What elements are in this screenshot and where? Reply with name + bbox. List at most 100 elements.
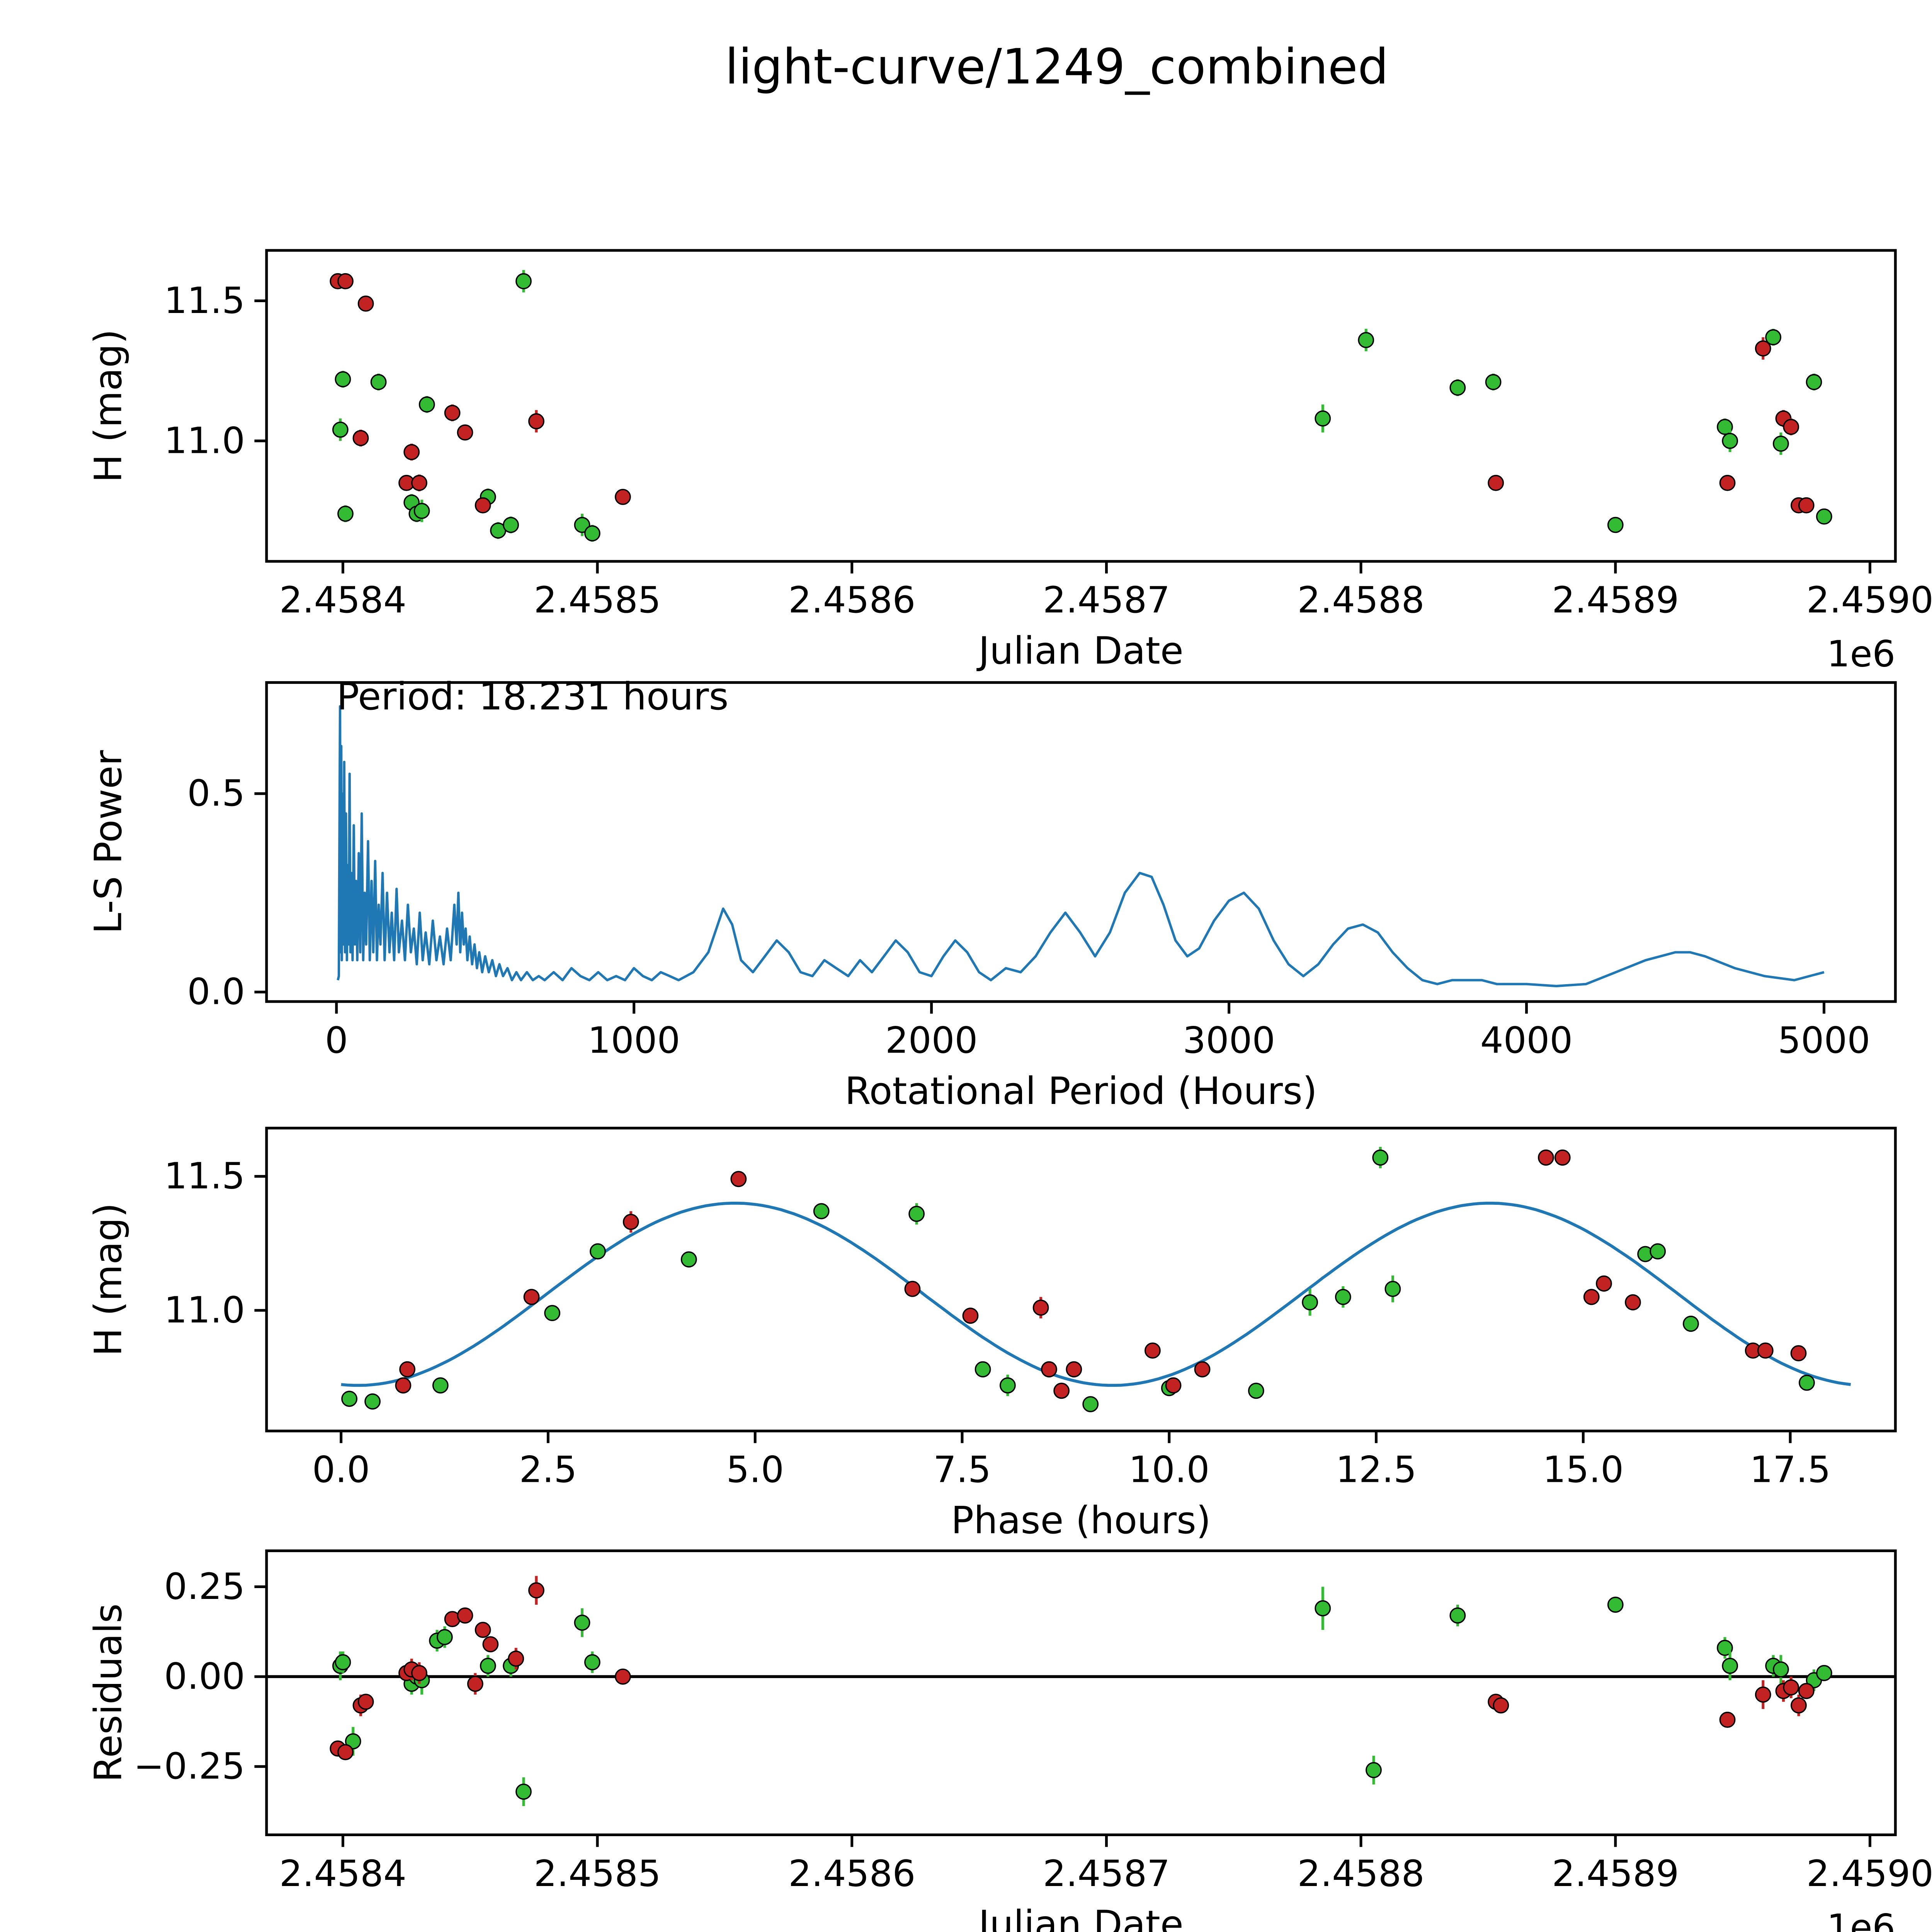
data-point [1537, 1149, 1554, 1166]
data-point [615, 489, 631, 505]
x-tick-label: 10.0 [1129, 1449, 1209, 1491]
data-point [1335, 1289, 1351, 1305]
y-axis-label: Residuals [87, 1604, 131, 1782]
x-tick-label: 15.0 [1543, 1449, 1624, 1491]
x-tick-label: 2.4590 [1806, 579, 1932, 621]
phase-folded-plot-dataset-green [341, 1147, 1815, 1412]
x-tick-label: 2.4584 [279, 1853, 406, 1895]
data-point [474, 497, 491, 514]
data-point [584, 525, 600, 542]
data-point [1798, 497, 1815, 514]
figure-title: light-curve/1249_combined [725, 39, 1388, 95]
y-tick-label: 11.5 [164, 1155, 245, 1197]
data-point [337, 1744, 354, 1760]
x-tick-label: 2.4587 [1043, 1853, 1170, 1895]
x-tick-label: 4000 [1480, 1019, 1573, 1061]
data-point [584, 1654, 600, 1670]
data-point [622, 1214, 639, 1230]
y-tick-label: 0.5 [187, 772, 245, 815]
y-tick-label: 11.0 [164, 420, 245, 462]
data-point [411, 474, 427, 491]
data-point [523, 1289, 540, 1305]
x-tick-label: 2.4589 [1552, 579, 1679, 621]
data-point [1607, 517, 1624, 533]
data-point [480, 1658, 496, 1674]
data-point [482, 1636, 499, 1653]
y-tick-label: 11.5 [164, 280, 245, 322]
data-point [1449, 1607, 1466, 1624]
data-point [332, 422, 349, 438]
data-point [411, 1665, 427, 1681]
periodogram-line [337, 705, 1825, 988]
data-point [1066, 1361, 1082, 1378]
x-tick-label: 5.0 [726, 1449, 784, 1491]
x-tick-label: 2.5 [519, 1449, 577, 1491]
y-tick-label: 0.0 [187, 971, 245, 1013]
data-point [474, 1622, 491, 1638]
data-point [1816, 508, 1832, 525]
data-point [403, 444, 420, 460]
x-tick-label: 3000 [1183, 1019, 1275, 1061]
data-point [467, 1675, 483, 1692]
data-point [341, 1391, 358, 1407]
axes-frame [265, 1549, 1897, 1836]
data-point [1032, 1299, 1049, 1316]
data-point [1449, 379, 1466, 396]
x-offset-label: 1e6 [1827, 1906, 1896, 1932]
residuals-plot-dataset-red [330, 1576, 1815, 1760]
jd-lightcurve-plot-dataset-red [330, 273, 1815, 514]
y-axis-label: H (mag) [87, 1203, 131, 1356]
x-offset-label: 1e6 [1827, 633, 1896, 675]
data-point [357, 1694, 374, 1710]
y-tick-label: 0.00 [164, 1655, 245, 1697]
data-point [574, 1614, 590, 1631]
data-point [962, 1308, 979, 1324]
data-point [444, 405, 461, 421]
data-point [1806, 374, 1822, 390]
data-point [1315, 1600, 1331, 1617]
data-point [1717, 418, 1733, 435]
data-point [1799, 1374, 1815, 1391]
data-point [1165, 1377, 1182, 1394]
data-point [395, 1377, 412, 1394]
data-point [1755, 1686, 1771, 1703]
data-point [345, 1733, 361, 1750]
data-point [1798, 1683, 1815, 1699]
period-annotation: Period: 18.231 hours [337, 675, 728, 719]
data-point [1358, 332, 1374, 348]
axes-frame [265, 681, 1897, 1003]
data-point [1757, 1342, 1774, 1359]
x-tick-label: 2.4588 [1298, 1853, 1425, 1895]
y-axis-label: L-S Power [87, 750, 131, 934]
y-tick-label: 0.25 [164, 1566, 245, 1608]
axes-frame [265, 1127, 1897, 1432]
x-tick-label: 2.4586 [788, 1853, 915, 1895]
data-point [615, 1668, 631, 1685]
data-point [399, 1361, 416, 1378]
data-point [1315, 410, 1331, 427]
data-point [503, 517, 519, 533]
data-point [1384, 1281, 1401, 1297]
data-point [528, 413, 544, 430]
data-point [1053, 1383, 1070, 1399]
data-point [457, 1607, 473, 1624]
data-point [1719, 474, 1736, 491]
data-point [1650, 1243, 1666, 1260]
residuals-plot: 2.4584 2.4585 2.4586 2.4587 2.4588 2.4589 2.45… [87, 1549, 1932, 1932]
data-point [1554, 1149, 1571, 1166]
x-tick-label: 2.4588 [1298, 579, 1425, 621]
x-axis-label: Julian Date [976, 629, 1183, 673]
y-tick-label: −0.25 [134, 1745, 245, 1787]
x-tick-label: 2000 [885, 1019, 978, 1061]
x-tick-label: 7.5 [933, 1449, 991, 1491]
data-point [730, 1171, 747, 1187]
data-point [436, 1629, 453, 1645]
jd-lightcurve-plot: 2.4584 2.4585 2.4586 2.4587 2.4588 2.4589 2.45… [87, 249, 1932, 675]
axes-frame [265, 249, 1897, 563]
y-axis-label: H (mag) [87, 329, 131, 483]
x-tick-label: 2.4589 [1552, 1853, 1679, 1895]
data-point [1719, 1711, 1736, 1728]
data-point [335, 1654, 351, 1670]
data-point [457, 424, 473, 441]
